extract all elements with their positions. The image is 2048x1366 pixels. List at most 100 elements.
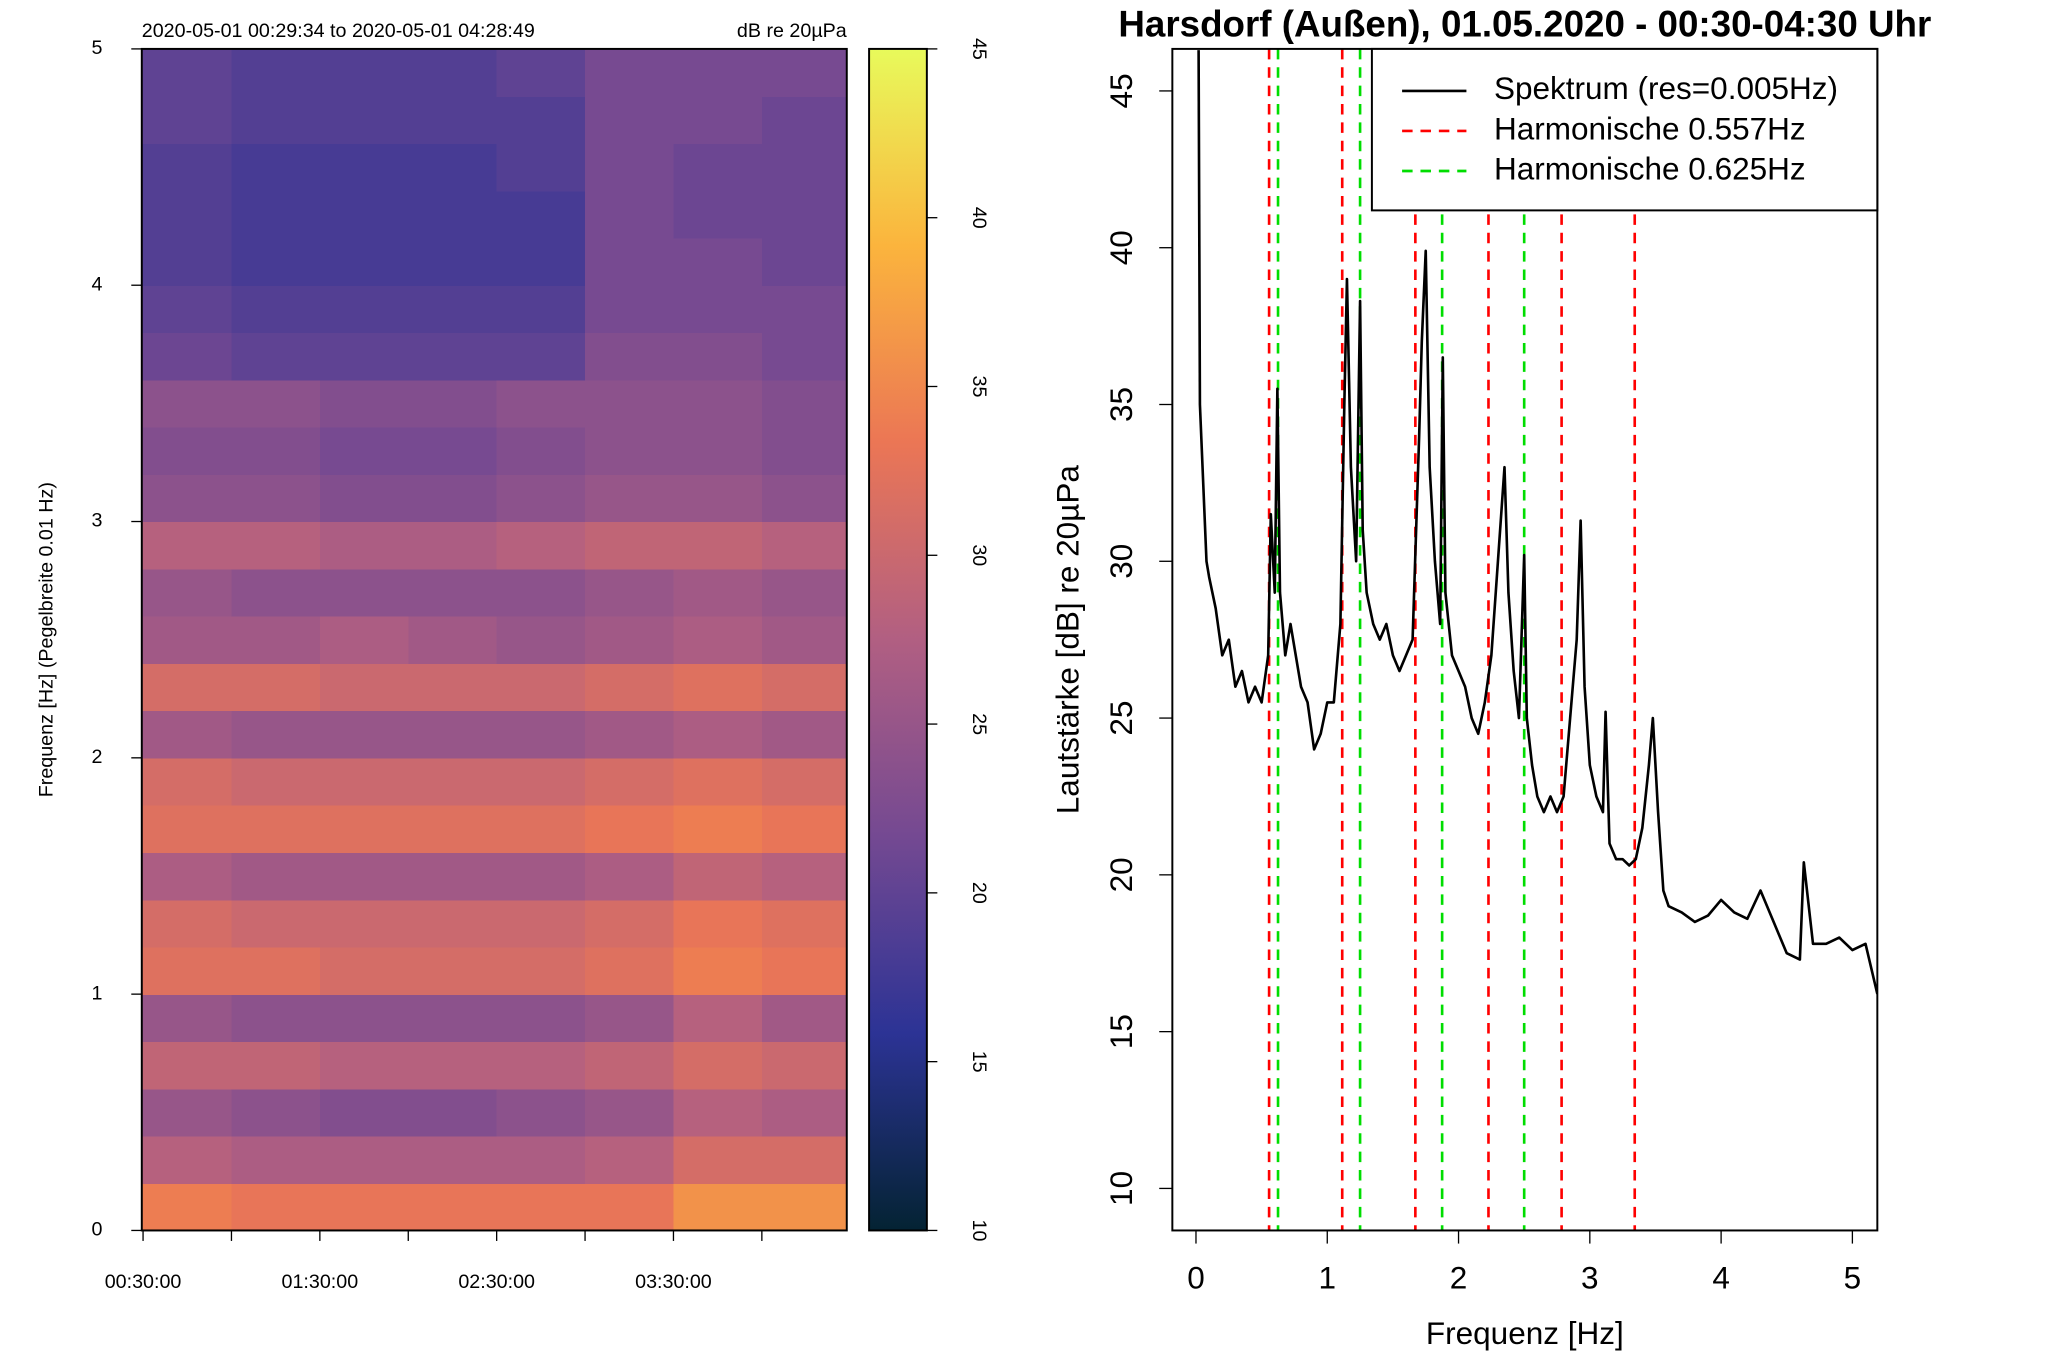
heatmap-cell <box>496 96 586 145</box>
heatmap-cell <box>408 616 498 664</box>
heatmap-cell <box>231 143 321 192</box>
heatmap-cell <box>761 852 848 901</box>
heatmap-cell <box>408 757 498 806</box>
heatmap-cell <box>585 285 675 334</box>
heatmap-cell <box>319 427 409 475</box>
heatmap-cell <box>496 1183 586 1232</box>
heatmap-cell <box>673 568 763 617</box>
y-tick-label: 35 <box>1103 387 1139 422</box>
heatmap-cell <box>673 852 763 901</box>
heatmap-cell <box>141 1088 233 1137</box>
heatmap-cell <box>496 285 586 334</box>
heatmap-cell <box>408 663 498 712</box>
heatmap-cell <box>673 285 763 334</box>
heatmap-cell <box>319 521 409 570</box>
heatmap-cell <box>585 805 675 854</box>
heatmap-cell <box>231 1183 321 1232</box>
y-tick-label: 0 <box>91 1219 102 1241</box>
heatmap-cell <box>585 1088 675 1137</box>
y-tick-label: 1 <box>91 982 102 1004</box>
heatmap-cell <box>673 143 763 192</box>
x-tick-label: 03:30:00 <box>635 1271 712 1293</box>
heatmap-cell <box>673 237 763 286</box>
heatmap-cell <box>141 427 233 475</box>
heatmap-cell <box>141 757 233 806</box>
heatmap-cell <box>673 946 763 995</box>
x-tick-label: 01:30:00 <box>282 1271 359 1293</box>
heatmap-cell <box>496 994 586 1043</box>
heatmap-cell <box>496 237 586 286</box>
heatmap-cell <box>408 946 498 995</box>
legend-box <box>1370 47 1879 212</box>
heatmap-cell <box>761 1183 848 1232</box>
heatmap-cell <box>408 48 498 97</box>
heatmap-cell <box>319 285 409 334</box>
heatmap-cell <box>231 616 321 664</box>
heatmap-cell <box>496 1041 586 1090</box>
heatmap-cell <box>496 710 586 759</box>
heatmap-cell <box>231 96 321 145</box>
heatmap-cell <box>673 710 763 759</box>
heatmap-cell <box>585 899 675 948</box>
heatmap-cell <box>496 899 586 948</box>
y-tick-label: 3 <box>91 510 102 532</box>
heatmap-cell <box>496 143 586 192</box>
colorbar-tick-label: 30 <box>968 544 990 566</box>
heatmap-cell <box>585 1183 675 1232</box>
heatmap-cell <box>408 285 498 334</box>
heatmap-cell <box>673 379 763 428</box>
heatmap-cell <box>761 757 848 806</box>
heatmap-cell <box>408 427 498 475</box>
heatmap-cell <box>141 710 233 759</box>
y-axis-title: Lautstärke [dB] re 20µPa <box>1049 465 1085 815</box>
chart-title: Harsdorf (Außen), 01.05.2020 - 00:30-04:… <box>1118 3 1931 44</box>
x-tick-label: 2 <box>1450 1260 1468 1296</box>
heatmap-cell <box>231 285 321 334</box>
heatmap-cell <box>141 616 233 664</box>
colorbar-label: dB re 20µPa <box>737 20 847 42</box>
heatmap-cell <box>761 1135 848 1184</box>
heatmap-cell <box>673 663 763 712</box>
subtitle: 2020-05-01 00:29:34 to 2020-05-01 04:28:… <box>142 20 535 42</box>
heatmap-cell <box>231 946 321 995</box>
heatmap-cell <box>585 521 675 570</box>
x-tick-label: 00:30:00 <box>105 1271 182 1293</box>
heatmap-cell <box>496 379 586 428</box>
heatmap-cell <box>496 663 586 712</box>
heatmap-cell <box>319 616 409 664</box>
heatmap-cell <box>231 427 321 475</box>
y-tick-label: 15 <box>1103 1014 1139 1049</box>
heatmap-cell <box>319 710 409 759</box>
heatmap-cell <box>408 521 498 570</box>
heatmap-cell <box>231 190 321 239</box>
heatmap-cell <box>408 190 498 239</box>
heatmap-cell <box>761 710 848 759</box>
heatmap-cell <box>231 1041 321 1090</box>
heatmap-cell <box>231 852 321 901</box>
heatmap-cells <box>141 48 848 1232</box>
heatmap-cell <box>585 994 675 1043</box>
heatmap-cell <box>141 143 233 192</box>
heatmap-cell <box>496 427 586 475</box>
colorbar-tick-label: 20 <box>968 882 990 904</box>
heatmap-cell <box>585 616 675 664</box>
heatmap-cell <box>141 899 233 948</box>
heatmap-cell <box>673 427 763 475</box>
heatmap-cell <box>319 237 409 286</box>
plot-area <box>1197 48 1878 1231</box>
heatmap-cell <box>319 568 409 617</box>
heatmap-cell <box>673 190 763 239</box>
spectrum-line <box>1197 50 1878 995</box>
heatmap-cell <box>673 332 763 381</box>
heatmap-cell <box>231 994 321 1043</box>
x-axis-title: Frequenz [Hz] <box>1426 1315 1624 1351</box>
heatmap-cell <box>496 757 586 806</box>
heatmap-cell <box>141 48 233 97</box>
heatmap-cell <box>496 1088 586 1137</box>
heatmap-cell <box>585 1135 675 1184</box>
heatmap-cell <box>408 899 498 948</box>
heatmap-cell <box>585 663 675 712</box>
heatmap-cell <box>141 379 233 428</box>
legend-label: Harmonische 0.557Hz <box>1494 110 1806 146</box>
